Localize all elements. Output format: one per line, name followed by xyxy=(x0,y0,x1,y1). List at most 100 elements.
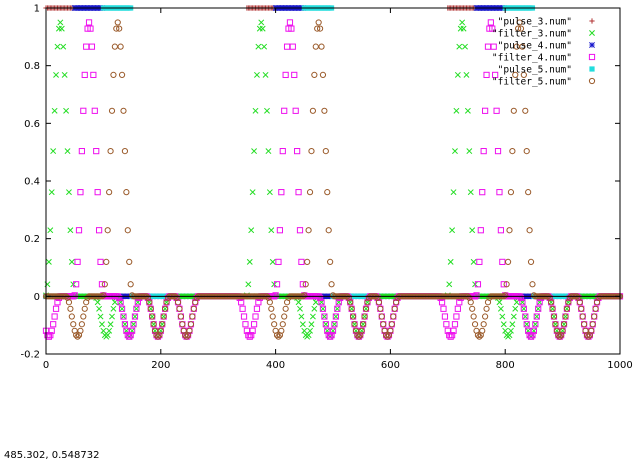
data-point xyxy=(55,25,62,32)
coordinate-readout: 485.302, 0.548732 xyxy=(4,450,100,461)
data-point xyxy=(150,321,157,328)
data-point xyxy=(88,43,96,50)
data-point xyxy=(322,148,329,155)
data-point xyxy=(457,25,464,32)
data-point xyxy=(83,43,90,50)
legend-marker xyxy=(589,18,595,24)
x-tick-label: 1000 xyxy=(607,360,632,371)
data-point xyxy=(536,299,543,306)
y-tick-label: 1 xyxy=(34,4,40,15)
data-point xyxy=(305,332,312,339)
data-point xyxy=(146,299,153,306)
data-point xyxy=(438,299,446,306)
data-point xyxy=(99,321,105,328)
data-point xyxy=(380,321,387,328)
data-point xyxy=(476,333,483,340)
data-point xyxy=(482,313,489,320)
data-point xyxy=(187,321,195,328)
data-point xyxy=(120,107,127,114)
data-point xyxy=(360,321,367,328)
data-point xyxy=(318,43,325,50)
data-point xyxy=(329,327,337,334)
data-point xyxy=(282,305,289,312)
data-point xyxy=(121,148,129,155)
data-point xyxy=(322,321,329,328)
data-point xyxy=(309,313,316,320)
data-point xyxy=(301,327,308,334)
data-point xyxy=(160,313,167,320)
data-point xyxy=(134,299,141,306)
data-point xyxy=(67,305,74,312)
data-point xyxy=(497,227,504,234)
data-point xyxy=(309,107,317,114)
data-point xyxy=(110,305,117,312)
data-point xyxy=(85,19,93,26)
data-point xyxy=(248,227,255,234)
data-point xyxy=(305,227,312,234)
data-point xyxy=(500,321,507,328)
data-point xyxy=(299,281,306,288)
data-point xyxy=(98,281,106,288)
data-point xyxy=(243,327,251,334)
data-point xyxy=(562,313,569,320)
data-point xyxy=(127,281,134,288)
data-point xyxy=(579,313,586,320)
data-point xyxy=(74,333,81,340)
data-point xyxy=(261,43,268,50)
data-point xyxy=(77,189,84,196)
data-point xyxy=(462,43,468,50)
data-point xyxy=(118,71,126,79)
data-point xyxy=(517,294,525,301)
data-point xyxy=(292,107,299,114)
data-point xyxy=(174,299,182,306)
legend-marker xyxy=(589,30,595,36)
data-point xyxy=(177,313,184,320)
data-point xyxy=(103,258,110,265)
data-point xyxy=(497,305,504,312)
data-point xyxy=(278,189,285,196)
data-point xyxy=(588,327,595,334)
data-point xyxy=(111,43,118,50)
data-point xyxy=(515,25,522,32)
data-point xyxy=(327,333,334,340)
data-point xyxy=(176,305,183,312)
data-point xyxy=(281,313,288,320)
data-point xyxy=(308,321,315,328)
data-point xyxy=(116,294,123,301)
data-point xyxy=(532,321,539,328)
legend-label: "pulse_3.num" xyxy=(498,17,572,28)
data-point xyxy=(264,107,270,114)
data-point xyxy=(71,292,78,299)
data-point xyxy=(504,258,512,265)
data-point xyxy=(294,148,301,155)
data-point xyxy=(311,71,318,79)
data-point xyxy=(583,332,591,339)
data-point xyxy=(578,305,585,312)
data-point xyxy=(358,327,365,334)
data-point xyxy=(251,148,258,155)
data-point xyxy=(269,258,276,265)
data-point xyxy=(68,258,75,265)
data-point xyxy=(332,313,339,320)
data-point xyxy=(318,299,325,306)
data-point xyxy=(320,305,326,312)
data-point xyxy=(507,327,514,334)
data-point xyxy=(110,71,117,79)
data-point xyxy=(259,25,266,32)
data-point xyxy=(123,327,130,334)
data-point xyxy=(51,107,58,114)
data-point xyxy=(349,313,357,320)
data-point xyxy=(391,305,398,312)
data-point xyxy=(147,305,154,312)
data-point xyxy=(469,227,476,234)
data-point xyxy=(282,71,289,79)
data-point xyxy=(477,227,484,234)
data-point xyxy=(324,189,331,196)
data-point xyxy=(453,313,460,320)
data-point xyxy=(252,107,259,114)
data-point xyxy=(50,148,57,155)
data-point xyxy=(108,107,116,114)
data-point xyxy=(120,313,127,320)
data-point xyxy=(60,43,67,50)
data-point xyxy=(483,71,490,79)
